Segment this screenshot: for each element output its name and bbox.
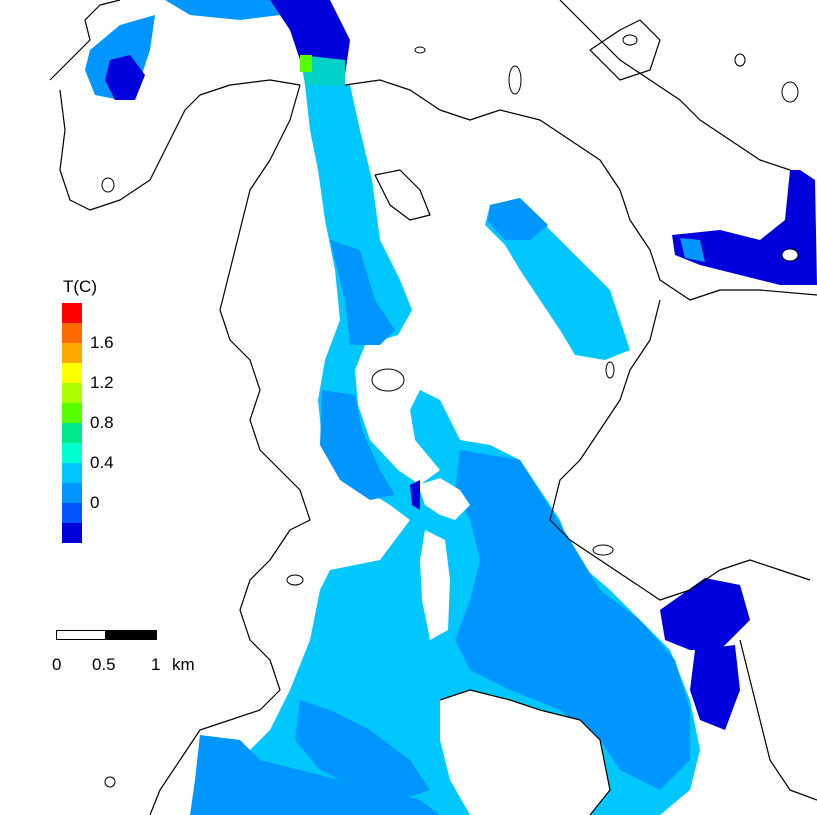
- coastline-west: [49, 0, 301, 211]
- legend-swatch: [62, 403, 82, 423]
- legend-swatch: [62, 303, 82, 323]
- islet-1: [371, 368, 405, 392]
- land-south-peninsula: [440, 690, 610, 815]
- legend-tick-label: 0: [90, 493, 100, 512]
- islet-3: [781, 81, 799, 103]
- water-cold-zone-5: [295, 700, 430, 800]
- coastline-south-east: [739, 639, 817, 801]
- islet-6: [734, 53, 746, 67]
- coastline-north: [344, 79, 817, 301]
- islet-7: [605, 361, 615, 379]
- legend-swatch: [62, 503, 82, 523]
- scale-bar-black-segment: [106, 630, 157, 640]
- coastline-east: [549, 299, 811, 601]
- legend-tick-label: 1.6: [90, 333, 114, 352]
- water-cold-zone-1: [330, 240, 395, 345]
- islet-12: [414, 46, 426, 54]
- water-se-deep-2: [690, 645, 740, 730]
- legend-swatch: [62, 323, 82, 343]
- legend-swatch: [62, 343, 82, 363]
- coastline-north-east: [559, 0, 791, 171]
- water-lake-upper-cold: [488, 198, 548, 240]
- water-strait-north: [165, 0, 280, 20]
- islet-5: [622, 34, 638, 46]
- legend-swatch: [62, 483, 82, 503]
- legend-swatch: [62, 523, 82, 543]
- legend-swatch: [62, 443, 82, 463]
- scale-bar: 0 0.5 1 km: [52, 630, 216, 680]
- islet-9: [781, 248, 799, 262]
- legend-colorbar: 1.6 1.2 0.8 0.4 0: [62, 303, 182, 543]
- islet-8: [592, 544, 614, 556]
- islet-4: [101, 177, 115, 193]
- island-south: [420, 530, 450, 640]
- legend-swatch: [62, 423, 82, 443]
- legend-swatch: [62, 463, 82, 483]
- scale-label-0-5: 0.5: [92, 655, 116, 674]
- islet-2: [508, 65, 522, 95]
- islet-10: [286, 574, 304, 586]
- legend-tick-label: 1.2: [90, 373, 114, 392]
- coastline-west-lower: [149, 84, 311, 815]
- water-east-deep-inner: [680, 238, 705, 262]
- legend-tick-label: 0.4: [90, 453, 114, 472]
- scale-unit: km: [172, 655, 195, 674]
- coastline-layer: [49, 0, 817, 815]
- legend-title: T(C): [63, 277, 97, 296]
- legend-swatch: [62, 383, 82, 403]
- legend-tick-label: 0.8: [90, 413, 114, 432]
- water-cold-zone-2: [320, 390, 395, 500]
- legend: T(C) 1.6 1.2 0.8 0.4 0: [62, 277, 182, 543]
- water-strait-green: [300, 55, 312, 72]
- water-se-deep-1: [660, 578, 750, 650]
- water-layer: [85, 0, 817, 815]
- legend-swatch: [62, 363, 82, 383]
- water-cold-zone-3: [455, 450, 690, 790]
- water-bay-nw-deep: [105, 55, 145, 100]
- scale-bar-white-segment: [56, 630, 106, 640]
- water-se-deep-3: [410, 480, 420, 510]
- islet-11: [104, 776, 116, 788]
- coastline-south: [439, 689, 611, 815]
- coastline-lake-loop: [374, 169, 431, 221]
- water-cold-zone-4: [190, 735, 440, 815]
- water-east-deep: [672, 170, 817, 285]
- scale-label-1: 1: [151, 655, 161, 674]
- island-center: [418, 478, 470, 520]
- coastline-northwest-island: [589, 19, 661, 81]
- scale-label-0: 0: [52, 655, 62, 674]
